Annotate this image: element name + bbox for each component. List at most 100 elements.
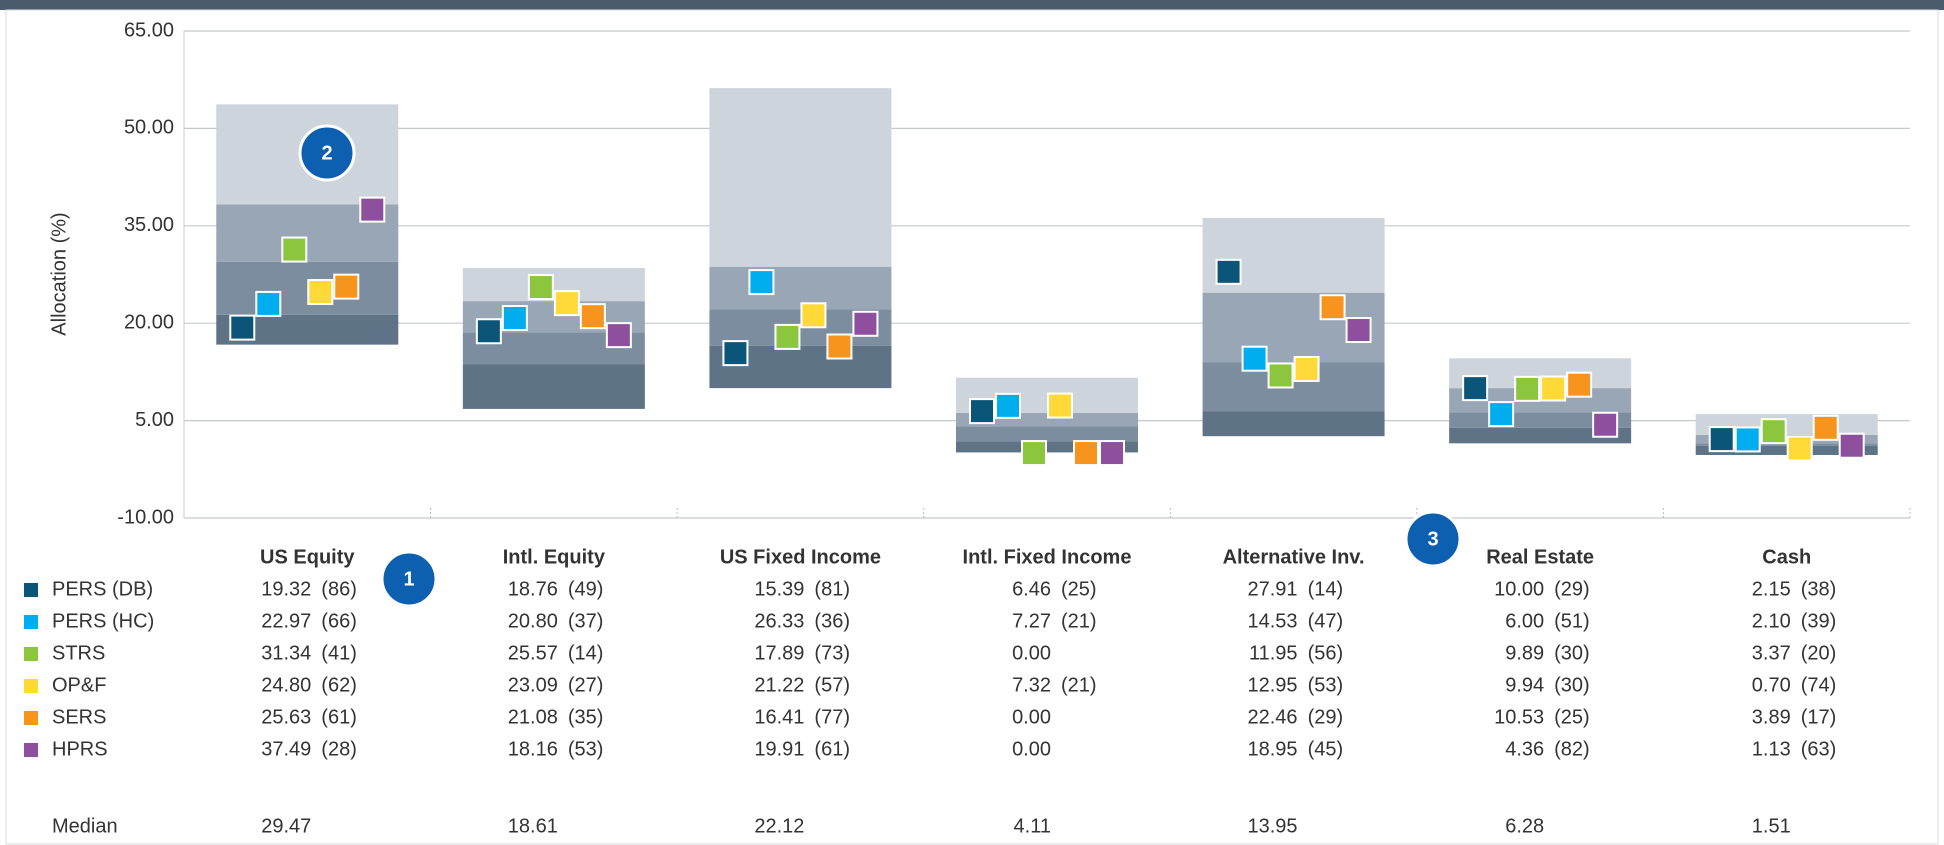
table-rank: (49): [568, 578, 604, 600]
y-tick-label: -10.00: [117, 506, 174, 528]
table-rank: (73): [814, 642, 850, 664]
badge: [380, 550, 438, 608]
marker: [1073, 440, 1099, 467]
table-rank: (14): [568, 642, 604, 664]
percentile-band: [1202, 411, 1385, 437]
median-value: 22.12: [754, 815, 804, 837]
table-value: 9.89: [1505, 642, 1544, 664]
table-value: 21.22: [754, 674, 804, 696]
table-rank: (25): [1061, 578, 1097, 600]
table-rank: (74): [1801, 674, 1837, 696]
marker: [722, 340, 749, 367]
marker: [1812, 414, 1839, 441]
table-rank: (53): [568, 738, 604, 760]
table-value: 19.32: [261, 578, 311, 600]
table-value: 22.46: [1248, 706, 1298, 728]
legend-label: PERS (DB): [52, 578, 153, 600]
table-value: 23.09: [508, 674, 558, 696]
legend-label: PERS (HC): [52, 610, 154, 632]
legend-swatch: [24, 711, 38, 725]
marker: [1215, 258, 1242, 285]
median-value: 1.51: [1752, 815, 1791, 837]
table-value: 25.57: [508, 642, 558, 664]
table-value: 9.94: [1505, 674, 1544, 696]
median-value: 13.95: [1248, 815, 1298, 837]
marker: [1514, 375, 1541, 402]
marker: [281, 236, 308, 263]
marker: [475, 318, 502, 345]
table-value: 0.00: [1012, 706, 1051, 728]
table-rank: (77): [814, 706, 850, 728]
table-value: 2.15: [1752, 578, 1791, 600]
table-value: 21.08: [508, 706, 558, 728]
category-label: Intl. Equity: [503, 546, 606, 568]
median-label: Median: [52, 815, 118, 837]
marker: [1267, 362, 1294, 389]
table-value: 16.41: [754, 706, 804, 728]
table-rank: (27): [568, 674, 604, 696]
table-rank: (66): [321, 610, 357, 632]
legend-label: HPRS: [52, 738, 108, 760]
y-tick-label: 20.00: [124, 311, 174, 333]
table-value: 0.70: [1752, 674, 1791, 696]
badge: [1404, 510, 1462, 568]
badge: [298, 124, 356, 182]
category-label: Intl. Fixed Income: [963, 546, 1132, 568]
table-value: 6.46: [1012, 578, 1051, 600]
table-rank: (63): [1801, 738, 1837, 760]
table-value: 37.49: [261, 738, 311, 760]
table-value: 18.76: [508, 578, 558, 600]
y-axis-label: Allocation (%): [48, 212, 70, 335]
table-rank: (38): [1801, 578, 1837, 600]
table-value: 0.00: [1012, 738, 1051, 760]
legend-swatch: [24, 679, 38, 693]
table-value: 31.34: [261, 642, 311, 664]
marker: [605, 322, 632, 349]
marker: [1241, 345, 1268, 372]
category-label: Real Estate: [1486, 546, 1594, 568]
marker: [1488, 401, 1515, 428]
marker: [1047, 392, 1073, 419]
table-rank: (30): [1554, 642, 1590, 664]
table-value: 14.53: [1248, 610, 1298, 632]
percentile-band: [462, 364, 645, 409]
category-label: US Fixed Income: [720, 546, 881, 568]
table-value: 10.00: [1494, 578, 1544, 600]
category-label: Cash: [1762, 546, 1811, 568]
median-value: 29.47: [261, 815, 311, 837]
marker: [1760, 418, 1787, 445]
marker: [1592, 411, 1619, 438]
table-value: 20.80: [508, 610, 558, 632]
table-value: 17.89: [754, 642, 804, 664]
table-rank: (56): [1308, 642, 1344, 664]
table-rank: (17): [1801, 706, 1837, 728]
table-value: 11.95: [1249, 642, 1298, 664]
badge-label: 2: [321, 142, 332, 164]
table-value: 25.63: [261, 706, 311, 728]
marker: [774, 323, 801, 350]
y-tick-label: 65.00: [124, 19, 174, 41]
marker: [1345, 317, 1372, 344]
table-value: 2.10: [1752, 610, 1791, 632]
marker: [307, 279, 334, 306]
badge-label: 1: [403, 568, 414, 590]
legend-label: OP&F: [52, 674, 106, 696]
table-rank: (30): [1554, 674, 1590, 696]
marker: [852, 310, 879, 337]
legend-swatch: [24, 647, 38, 661]
table-rank: (47): [1308, 610, 1344, 632]
category-label: US Equity: [260, 546, 355, 568]
table-rank: (86): [321, 578, 357, 600]
median-value: 18.61: [508, 815, 558, 837]
marker: [1021, 440, 1047, 467]
table-rank: (62): [321, 674, 357, 696]
percentile-band: [956, 426, 1138, 442]
marker: [1734, 426, 1761, 453]
marker: [995, 392, 1021, 419]
marker: [748, 269, 775, 296]
y-tick-label: 5.00: [135, 409, 174, 431]
table-value: 3.89: [1752, 706, 1791, 728]
marker: [826, 333, 853, 360]
table-value: 6.00: [1505, 610, 1544, 632]
table-rank: (36): [814, 610, 850, 632]
